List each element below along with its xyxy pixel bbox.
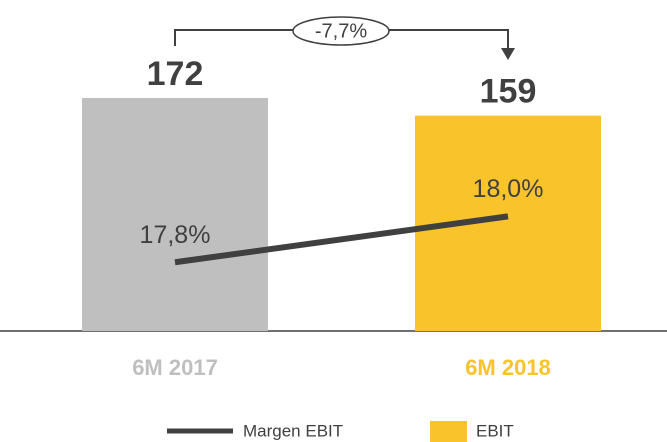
change-oval	[292, 16, 390, 46]
line-value-label: 17,8%	[140, 221, 211, 249]
legend-label: Margen EBIT	[243, 421, 343, 440]
legend-label: EBIT	[476, 421, 514, 440]
bar-value-label: 172	[147, 55, 204, 93]
margin-line	[174, 213, 509, 266]
change-arrow	[501, 48, 515, 60]
bar-value-label: 159	[480, 73, 537, 111]
line-value-label: 18,0%	[473, 175, 544, 203]
bar	[82, 98, 268, 331]
x-tick-label: 6M 2018	[465, 355, 551, 380]
legend-swatch	[430, 421, 467, 442]
x-tick-label: 6M 2017	[132, 355, 218, 380]
change-annotation: -7,7%	[315, 20, 367, 42]
